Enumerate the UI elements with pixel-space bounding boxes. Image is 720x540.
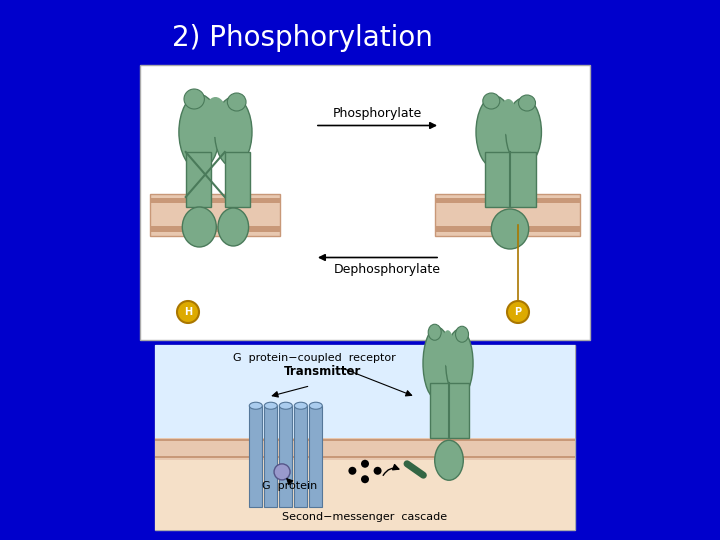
Text: Transmitter: Transmitter — [284, 365, 361, 379]
Text: Second−messenger  cascade: Second−messenger cascade — [282, 512, 448, 522]
Bar — [155, 456, 575, 458]
Text: G  protein: G protein — [262, 481, 317, 491]
Bar — [310, 406, 323, 508]
Bar — [435, 194, 580, 235]
Bar — [279, 406, 292, 508]
Ellipse shape — [435, 440, 463, 480]
Ellipse shape — [518, 95, 536, 111]
Circle shape — [374, 467, 382, 475]
Ellipse shape — [228, 93, 246, 111]
Bar — [249, 406, 262, 508]
Ellipse shape — [491, 209, 528, 249]
Bar — [186, 152, 211, 207]
Ellipse shape — [264, 402, 277, 409]
Ellipse shape — [505, 98, 541, 166]
Ellipse shape — [428, 324, 441, 340]
Text: P: P — [514, 307, 521, 317]
Bar — [150, 226, 280, 232]
Bar — [225, 152, 251, 207]
Bar — [155, 439, 575, 442]
Ellipse shape — [218, 208, 248, 246]
Bar — [430, 383, 469, 438]
Circle shape — [361, 460, 369, 468]
Ellipse shape — [441, 330, 454, 366]
Bar — [485, 152, 536, 207]
Bar — [435, 198, 580, 204]
Ellipse shape — [446, 329, 473, 397]
Text: Dephosphorylate: Dephosphorylate — [334, 262, 441, 275]
Ellipse shape — [456, 326, 469, 342]
Bar — [294, 406, 307, 508]
Text: Phosphorylate: Phosphorylate — [333, 107, 422, 120]
Bar — [155, 460, 575, 530]
Bar — [140, 65, 590, 340]
Ellipse shape — [249, 402, 262, 409]
Circle shape — [348, 467, 356, 475]
Ellipse shape — [476, 96, 513, 168]
Circle shape — [361, 475, 369, 483]
Ellipse shape — [215, 97, 252, 167]
Bar — [150, 198, 280, 204]
Bar — [155, 437, 575, 460]
Ellipse shape — [279, 402, 292, 409]
Bar — [150, 194, 280, 235]
Ellipse shape — [179, 94, 220, 170]
Bar — [435, 226, 580, 232]
Ellipse shape — [423, 327, 451, 399]
Circle shape — [507, 301, 529, 323]
Bar — [155, 345, 575, 437]
Ellipse shape — [294, 402, 307, 409]
Ellipse shape — [182, 207, 216, 247]
Text: 2) Phosphorylation: 2) Phosphorylation — [172, 24, 433, 52]
Bar — [155, 345, 575, 530]
Ellipse shape — [310, 402, 323, 409]
Text: H: H — [184, 307, 192, 317]
Circle shape — [177, 301, 199, 323]
Ellipse shape — [204, 97, 228, 137]
Text: G  protein−coupled  receptor: G protein−coupled receptor — [233, 353, 396, 363]
Circle shape — [274, 464, 290, 480]
Bar — [264, 406, 277, 508]
Ellipse shape — [500, 99, 517, 135]
Ellipse shape — [483, 93, 500, 109]
Ellipse shape — [184, 89, 204, 109]
